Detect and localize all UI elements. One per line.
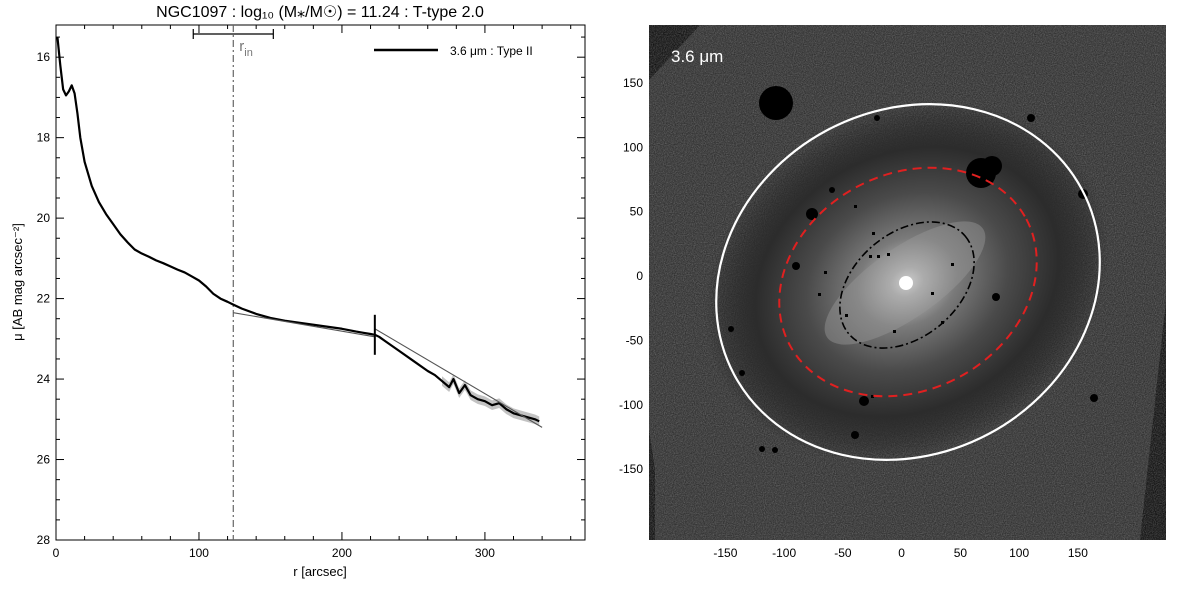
image-y-tick-label: 150 (623, 76, 643, 90)
x-tick-label: 100 (189, 546, 209, 560)
inner-ellipse (839, 221, 975, 349)
y-tick-label: 26 (37, 453, 51, 467)
y-tick-label: 16 (37, 50, 51, 64)
image-y-tick-label: 50 (630, 205, 644, 219)
r-in-label-main: r (239, 38, 244, 55)
image-y-tick-label: -150 (619, 462, 643, 476)
galaxy-nucleus (899, 276, 913, 290)
profile-uncertainty-band (442, 374, 540, 427)
masked-points (818, 205, 954, 398)
r-in-label: rin (239, 38, 253, 59)
r-in-range-bracket (192, 29, 274, 39)
r-in-label-sub: in (244, 47, 253, 59)
x-tick-label: 0 (53, 546, 60, 560)
y-tick-label: 22 (37, 292, 51, 306)
y-tick-label: 20 (37, 211, 51, 225)
plot-frame (55, 24, 586, 541)
outer-ellipse (715, 103, 1101, 461)
image-x-tick-label: 150 (1068, 546, 1088, 560)
image-y-tick-labels: 150 100 50 0 -50 -100 -150 (619, 76, 643, 476)
y-axis-ticks: 16 18 20 22 24 26 28 (37, 36, 585, 547)
legend-label: 3.6 μm : Type II (450, 44, 533, 58)
image-y-tick-label: -100 (619, 398, 643, 412)
x-tick-label: 300 (475, 546, 495, 560)
image-x-tick-label: 50 (954, 546, 968, 560)
fit-line-1 (233, 312, 375, 338)
image-x-tick-label: -150 (713, 546, 737, 560)
image-y-tick-label: 100 (623, 140, 643, 154)
image-x-tick-label: -100 (772, 546, 796, 560)
image-y-tick-label: 0 (636, 269, 643, 283)
image-x-tick-labels: -150 -100 -50 0 50 100 150 (713, 546, 1088, 560)
profile-series (56, 36, 543, 428)
galaxy-image-panel: 3.6 μm -150 -100 -50 0 50 100 150 150 100 50 0 -50… (619, 25, 1166, 560)
y-tick-label: 18 (37, 131, 51, 145)
image-x-tick-label: 0 (898, 546, 905, 560)
image-band-label: 3.6 μm (671, 47, 723, 66)
chart-title: NGC1097 : log₁₀ (M⁎/M☉) = 11.24 : T-type… (156, 4, 484, 21)
y-tick-label: 24 (37, 372, 51, 386)
legend: 3.6 μm : Type II (374, 44, 533, 58)
fit-line-2 (374, 328, 543, 428)
y-axis-label: μ [AB mag arcsec⁻²] (10, 223, 25, 341)
profile-chart: NGC1097 : log₁₀ (M⁎/M☉) = 11.24 : T-type… (10, 4, 586, 579)
y-tick-label: 28 (37, 533, 51, 547)
image-x-tick-label: 100 (1009, 546, 1029, 560)
image-x-tick-label: -50 (834, 546, 852, 560)
x-tick-label: 200 (332, 546, 352, 560)
x-axis-label: r [arcsec] (293, 564, 346, 579)
profile-line (56, 36, 540, 423)
image-y-tick-label: -50 (626, 333, 644, 347)
x-axis-ticks: 0 100 200 300 (53, 25, 572, 560)
